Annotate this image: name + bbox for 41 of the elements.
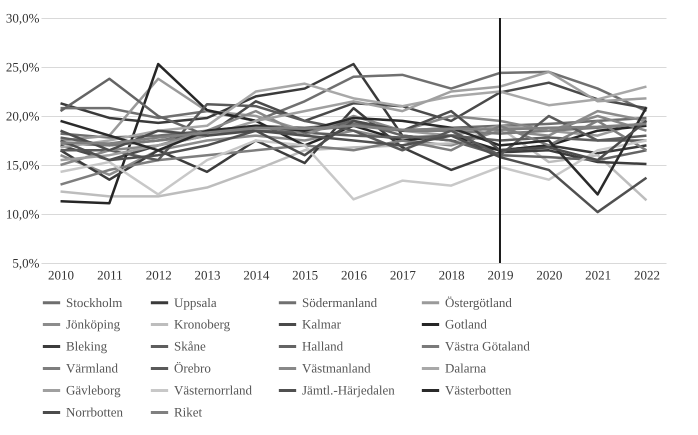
y-tick-label: 5,0%	[12, 256, 40, 270]
legend-label: Riket	[174, 404, 203, 420]
x-tick-label: 2017	[390, 268, 416, 282]
x-tick-label: 2013	[194, 268, 221, 282]
legend-label: Kalmar	[302, 316, 342, 332]
legend-label: Gotland	[445, 316, 488, 332]
legend-label: Västmanland	[302, 360, 372, 376]
x-tick-label: 2011	[97, 268, 123, 282]
legend-label: Gävleborg	[66, 382, 122, 398]
y-tick-label: 20,0%	[6, 108, 40, 124]
y-tick-label: 10,0%	[6, 206, 40, 222]
legend-label: Västernorrland	[174, 382, 252, 398]
x-tick-label: 2016	[341, 268, 368, 282]
x-tick-label: 2019	[487, 268, 514, 282]
legend-label: Stockholm	[66, 294, 122, 310]
legend-label: Norrbotten	[66, 404, 124, 420]
x-tick-label: 2022	[634, 268, 660, 282]
x-tick-label: 2010	[48, 268, 74, 282]
x-tick-label: 2021	[585, 268, 612, 282]
legend-label: Bleking	[66, 338, 108, 354]
y-tick-label: 30,0%	[6, 10, 40, 26]
legend-label: Västerbotten	[445, 382, 512, 398]
y-tick-label: 15,0%	[6, 158, 40, 172]
legend-label: Jönköping	[66, 316, 121, 332]
legend-label: Dalarna	[445, 360, 486, 376]
legend-label: Södermanland	[302, 294, 378, 310]
y-tick-label: 25,0%	[6, 60, 40, 74]
legend-label: Uppsala	[174, 294, 217, 310]
legend-label: Västra Götaland	[445, 338, 530, 354]
legend-label: Värmland	[66, 360, 118, 376]
legend-label: Halland	[302, 338, 344, 354]
x-tick-label: 2014	[243, 268, 270, 282]
legend-label: Jämtl.-Härjedalen	[302, 382, 396, 398]
x-tick-label: 2012	[146, 268, 172, 282]
x-tick-label: 2015	[292, 268, 318, 282]
legend-label: Kronoberg	[174, 316, 231, 332]
legend-label: Skåne	[174, 338, 206, 354]
legend-label: Örebro	[174, 360, 211, 376]
legend-label: Östergötland	[445, 294, 512, 310]
x-tick-label: 2020	[536, 268, 562, 282]
x-tick-label: 2018	[438, 268, 465, 282]
